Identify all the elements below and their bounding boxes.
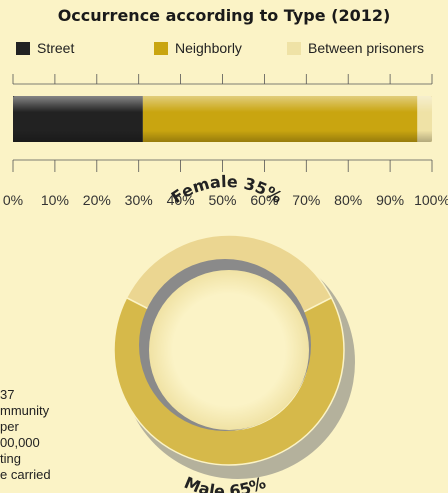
x-tick-label: 90% — [376, 192, 404, 208]
side-text-line: e carried — [0, 467, 51, 482]
stacked-bar — [13, 96, 432, 142]
side-text-line: mmunity — [0, 403, 50, 418]
side-text-fragment: 37 mmunity per 00,000 ting e carried — [0, 387, 90, 493]
bar-gridlines — [12, 74, 433, 172]
x-axis-tick-labels: 0% 10% 20% 30% 40% 50% 60% 70% 80% 90% 100% — [3, 192, 448, 208]
x-tick-label: 60% — [250, 192, 278, 208]
legend-street: Street — [16, 40, 74, 56]
side-text-line: per — [0, 419, 19, 434]
legend-label-neighborly: Neighborly — [175, 40, 242, 56]
legend-swatch-neighborly — [154, 41, 168, 55]
x-tick-label: 20% — [83, 192, 111, 208]
chart-title: Occurrence according to Type (2012) — [57, 6, 391, 25]
x-tick-label: 30% — [125, 192, 153, 208]
legend-label-between-prisoners: Between prisoners — [308, 40, 424, 56]
donut-chart: Female 35% Male 65% — [113, 172, 355, 493]
side-text-line: 00,000 — [0, 435, 40, 450]
x-tick-label: 0% — [3, 192, 23, 208]
legend-between-prisoners: Between prisoners — [287, 40, 424, 56]
x-tick-label: 50% — [208, 192, 236, 208]
side-text-line: ting — [0, 451, 21, 466]
legend-neighborly: Neighborly — [154, 40, 242, 56]
x-tick-label: 70% — [292, 192, 320, 208]
x-tick-label: 100% — [414, 192, 448, 208]
legend-label-street: Street — [37, 40, 75, 56]
legend-swatch-street — [16, 41, 30, 55]
bar-highlight — [13, 96, 432, 142]
side-text-line: 37 — [0, 387, 15, 402]
x-tick-label: 40% — [167, 192, 195, 208]
x-tick-label: 10% — [41, 192, 69, 208]
x-tick-label: 80% — [334, 192, 362, 208]
donut-hole — [149, 270, 309, 430]
legend-swatch-between-prisoners — [287, 41, 301, 55]
